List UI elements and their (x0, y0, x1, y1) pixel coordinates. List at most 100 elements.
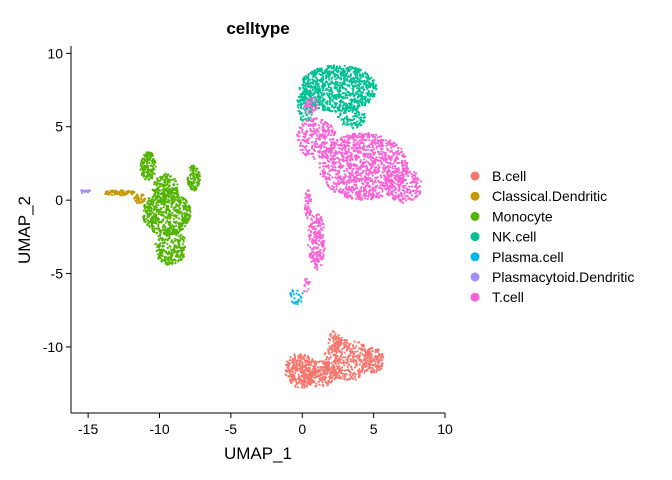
data-point (308, 376, 311, 379)
data-point (152, 215, 155, 218)
data-point (121, 189, 125, 192)
data-point (152, 158, 155, 161)
data-point (156, 181, 159, 184)
data-point (356, 114, 359, 117)
data-point (165, 209, 168, 212)
data-point (335, 173, 338, 176)
data-point (143, 153, 146, 156)
data-point (299, 357, 302, 360)
data-point (334, 349, 337, 352)
data-point (338, 158, 341, 162)
data-point (362, 145, 365, 148)
data-point (335, 98, 338, 101)
data-point (327, 71, 331, 74)
data-point (157, 227, 160, 230)
data-point (334, 166, 337, 169)
data-point (322, 168, 325, 171)
data-point (181, 251, 184, 254)
data-point (310, 370, 313, 373)
data-point (372, 153, 375, 156)
data-point (401, 189, 405, 192)
data-point (366, 178, 369, 182)
data-point (180, 223, 183, 226)
data-point (151, 168, 154, 171)
data-point (411, 175, 414, 178)
data-point (346, 194, 349, 197)
data-point (303, 79, 306, 82)
data-point (358, 136, 361, 139)
data-point (326, 125, 329, 128)
data-point (148, 225, 151, 228)
data-point (177, 200, 180, 203)
data-point (168, 184, 171, 187)
data-point (304, 359, 307, 362)
data-point (173, 239, 177, 242)
data-point (360, 124, 363, 127)
data-point (342, 73, 345, 77)
data-point (290, 376, 293, 379)
data-point (327, 85, 330, 89)
data-point (363, 104, 366, 107)
data-point (368, 351, 371, 355)
data-point (345, 373, 348, 376)
data-point (361, 345, 364, 348)
data-point (358, 341, 361, 344)
data-point (189, 209, 192, 212)
data-point (348, 185, 351, 188)
data-point (322, 162, 325, 165)
data-point (383, 166, 387, 169)
data-point (351, 119, 354, 122)
data-point (309, 363, 312, 366)
data-point (185, 200, 188, 203)
data-point (290, 368, 293, 371)
data-point (366, 77, 369, 80)
data-point (142, 209, 145, 212)
data-point (338, 357, 341, 360)
data-point (139, 163, 142, 166)
data-point (397, 195, 400, 198)
data-point (334, 358, 337, 361)
data-point (410, 194, 413, 197)
data-point (387, 149, 390, 152)
data-point (303, 132, 306, 135)
data-point (305, 381, 308, 384)
data-point (301, 112, 304, 115)
data-point (372, 181, 375, 184)
data-point (351, 360, 354, 363)
data-point (366, 94, 369, 97)
data-point (301, 366, 305, 369)
data-point (352, 115, 355, 118)
data-point (324, 367, 327, 370)
data-point (346, 157, 349, 161)
data-point (177, 193, 180, 196)
data-point (165, 228, 168, 231)
data-point (365, 72, 369, 75)
data-point (153, 213, 156, 216)
data-point (366, 87, 369, 90)
data-point (339, 165, 342, 168)
data-point (286, 366, 289, 369)
data-point (350, 366, 353, 369)
data-point (148, 221, 151, 224)
data-point (328, 174, 331, 177)
data-point (316, 83, 319, 86)
data-point (368, 156, 371, 159)
data-point (397, 176, 400, 179)
data-point (341, 123, 344, 126)
data-point (123, 194, 126, 197)
data-point (348, 142, 351, 145)
data-point (285, 373, 288, 376)
data-point (325, 154, 328, 157)
data-point (389, 158, 392, 161)
data-point (323, 106, 326, 109)
data-point (153, 181, 156, 184)
data-point (331, 336, 334, 339)
data-point (371, 95, 374, 98)
data-point (368, 133, 371, 136)
data-point (296, 386, 299, 389)
data-point (302, 374, 305, 378)
data-point (174, 230, 177, 233)
data-point (132, 191, 135, 194)
data-point (161, 254, 164, 257)
data-point (372, 171, 375, 174)
